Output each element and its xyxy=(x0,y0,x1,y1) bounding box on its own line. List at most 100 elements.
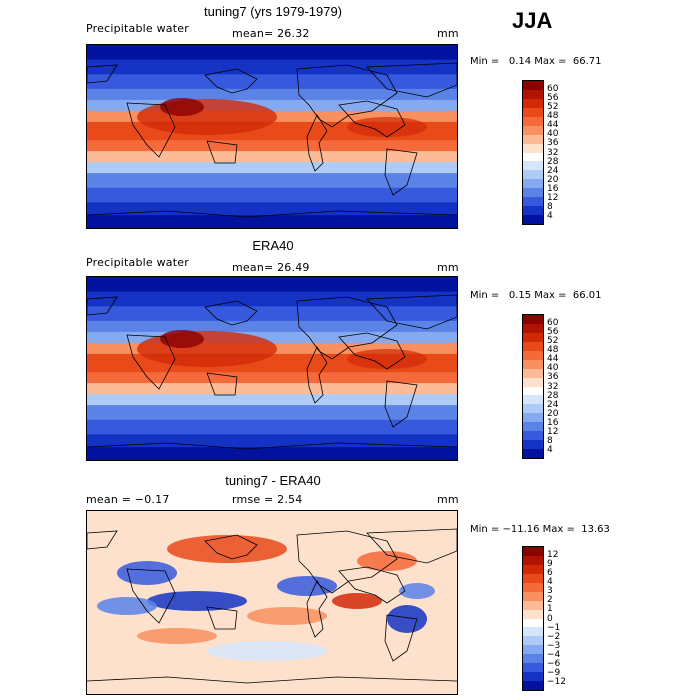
panel-title: tuning7 (yrs 1979-1979) xyxy=(203,4,343,19)
colorbar-tick-label: 40 xyxy=(547,363,559,374)
colorbar xyxy=(522,314,544,459)
colorbar-tick-label: 28 xyxy=(547,156,559,167)
variable-label: Precipitable water xyxy=(86,22,189,35)
colorbar-swatch xyxy=(523,315,543,324)
colorbar xyxy=(522,546,544,691)
colorbar-swatch xyxy=(523,547,543,556)
colorbar-tick-label: 60 xyxy=(547,318,559,329)
colorbar-swatch xyxy=(523,555,543,565)
colorbar-tick-label: 4 xyxy=(547,444,553,455)
colorbar-swatch xyxy=(523,197,543,207)
colorbar-swatch xyxy=(523,672,543,682)
colorbar-tick-label: 20 xyxy=(547,408,559,419)
colorbar-swatch xyxy=(523,582,543,592)
colorbar-tick-label: 16 xyxy=(547,417,559,428)
colorbar-tick-label: 32 xyxy=(547,381,559,392)
colorbar-tick-label: 12 xyxy=(547,550,559,561)
colorbar-tick-label: −2 xyxy=(547,631,561,642)
colorbar-swatch xyxy=(523,413,543,423)
colorbar-swatch xyxy=(523,591,543,601)
colorbar-labels: 60 56 52 48 44 40 36 32 28 24 20 16 12 8 4 xyxy=(547,80,577,225)
colorbar-swatch xyxy=(523,573,543,583)
colorbar-tick-label: 36 xyxy=(547,138,559,149)
colorbar-swatch xyxy=(523,89,543,99)
colorbar-tick-label: −9 xyxy=(547,667,561,678)
colorbar-swatch xyxy=(523,341,543,351)
colorbar-tick-label: 1 xyxy=(547,604,553,615)
colorbar-swatch xyxy=(523,350,543,360)
colorbar-swatch xyxy=(523,359,543,369)
colorbar-tick-label: 9 xyxy=(547,559,553,570)
colorbar-swatch xyxy=(523,449,543,458)
colorbar-swatch xyxy=(523,170,543,180)
season-label: JJA xyxy=(512,8,553,33)
colorbar-swatch xyxy=(523,143,543,153)
colorbar-swatch xyxy=(523,564,543,574)
colorbar-labels: 60 56 52 48 44 40 36 32 28 24 20 16 12 8 4 xyxy=(547,314,577,459)
colorbar-tick-label: 12 xyxy=(547,426,559,437)
colorbar-swatch xyxy=(523,663,543,673)
colorbar-tick-label: 44 xyxy=(547,120,559,131)
minmax-label: Min = −11.16 Max = 13.63 xyxy=(470,524,610,535)
colorbar-tick-label: 12 xyxy=(547,192,559,203)
units-label: mm xyxy=(437,261,459,274)
colorbar-tick-label: 8 xyxy=(547,435,553,446)
colorbar-swatch xyxy=(523,681,543,690)
colorbar-tick-label: 6 xyxy=(547,568,553,579)
colorbar-tick-label: 56 xyxy=(547,93,559,104)
colorbar-tick-label: 28 xyxy=(547,390,559,401)
colorbar-labels: 12 9 6 4 3 2 1 0 −1 −2 −3 −4 −6 −9 −12 xyxy=(547,546,577,691)
units-label: mm xyxy=(437,493,459,506)
colorbar-tick-label: 56 xyxy=(547,327,559,338)
colorbar-tick-label: 36 xyxy=(547,372,559,383)
panel-title: tuning7 - ERA40 xyxy=(225,473,321,488)
colorbar-swatch xyxy=(523,368,543,378)
colorbar-swatch xyxy=(523,188,543,198)
colorbar-tick-label: 24 xyxy=(547,399,559,410)
colorbar-swatch xyxy=(523,377,543,387)
colorbar-swatch xyxy=(523,386,543,396)
field-map xyxy=(86,44,458,229)
colorbar-tick-label: 24 xyxy=(547,165,559,176)
colorbar-tick-label: 32 xyxy=(547,147,559,158)
colorbar-swatch xyxy=(523,116,543,126)
mean-stat: mean= 26.49 xyxy=(232,261,310,274)
colorbar-tick-label: 8 xyxy=(547,201,553,212)
colorbar-tick-label: 44 xyxy=(547,354,559,365)
rmse-stat: rmse = 2.54 xyxy=(232,493,303,506)
colorbar-swatch xyxy=(523,645,543,655)
colorbar-tick-label: 60 xyxy=(547,84,559,95)
colorbar-swatch xyxy=(523,654,543,664)
colorbar-tick-label: 4 xyxy=(547,577,553,588)
colorbar-swatch xyxy=(523,323,543,333)
colorbar-tick-label: −3 xyxy=(547,640,561,651)
colorbar-swatch xyxy=(523,618,543,628)
colorbar-swatch xyxy=(523,161,543,171)
difference-map xyxy=(86,510,458,695)
colorbar-tick-label: 48 xyxy=(547,345,559,356)
colorbar-swatch xyxy=(523,332,543,342)
colorbar-swatch xyxy=(523,215,543,224)
colorbar-tick-label: 52 xyxy=(547,102,559,113)
mean-stat: mean = −0.17 xyxy=(86,493,170,506)
colorbar-tick-label: 0 xyxy=(547,613,553,624)
colorbar-swatch xyxy=(523,600,543,610)
colorbar-swatch xyxy=(523,395,543,405)
mean-stat: mean= 26.32 xyxy=(232,27,310,40)
colorbar-tick-label: −12 xyxy=(547,676,566,687)
colorbar-swatch xyxy=(523,609,543,619)
colorbar-swatch xyxy=(523,431,543,441)
colorbar-swatch xyxy=(523,627,543,637)
colorbar-swatch xyxy=(523,81,543,90)
colorbar xyxy=(522,80,544,225)
colorbar-swatch xyxy=(523,404,543,414)
colorbar-tick-label: 48 xyxy=(547,111,559,122)
colorbar-tick-label: −1 xyxy=(547,622,561,633)
minmax-label: Min = 0.14 Max = 66.71 xyxy=(470,56,602,67)
colorbar-tick-label: −4 xyxy=(547,649,561,660)
colorbar-tick-label: 4 xyxy=(547,210,553,221)
colorbar-swatch xyxy=(523,440,543,450)
colorbar-tick-label: 20 xyxy=(547,174,559,185)
colorbar-swatch xyxy=(523,134,543,144)
colorbar-swatch xyxy=(523,152,543,162)
